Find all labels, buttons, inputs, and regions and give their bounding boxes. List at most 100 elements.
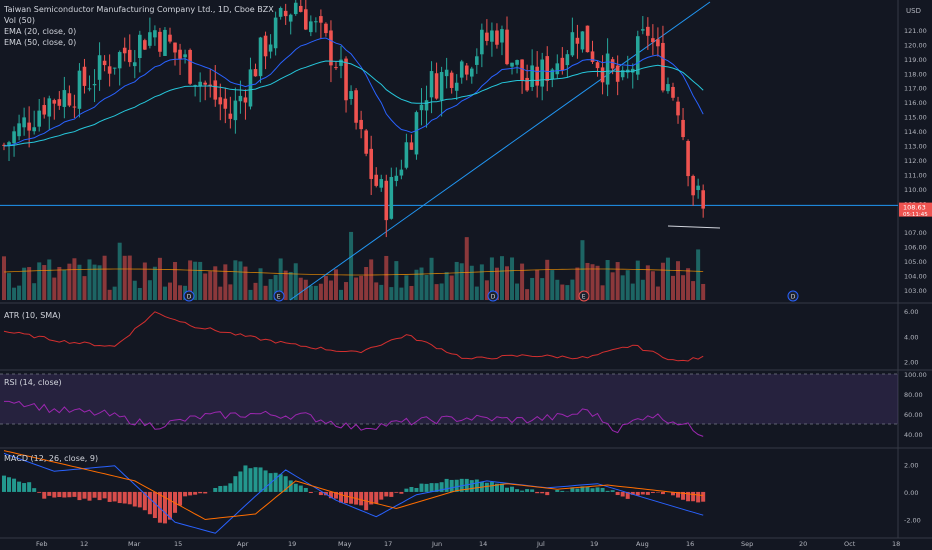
candle-body	[7, 142, 11, 146]
macd-histogram-bar	[525, 489, 530, 492]
macd-histogram-bar	[328, 491, 333, 499]
volume-bar	[419, 267, 424, 300]
volume-bar	[565, 285, 570, 300]
price-tick-label: 121.00	[904, 27, 927, 35]
candle-body	[500, 29, 504, 43]
rsi-tick-label: 100.00	[904, 371, 927, 379]
volume-bar	[535, 269, 540, 300]
volume-bar	[530, 277, 535, 300]
macd-histogram-bar	[535, 491, 540, 494]
volume-bar	[429, 257, 434, 300]
macd-histogram-bar	[494, 483, 499, 492]
volume-bar	[188, 260, 193, 300]
volume-bar	[404, 275, 409, 300]
candle-body	[434, 73, 439, 99]
ema20-label[interactable]: EMA (20, close, 0)	[4, 27, 77, 36]
ema50-label[interactable]: EMA (50, close, 0)	[4, 38, 77, 47]
volume-bar	[228, 284, 233, 300]
volume-bar	[691, 281, 696, 300]
macd-histogram-bar	[97, 491, 102, 501]
candle-body	[424, 100, 429, 111]
candle-body	[575, 37, 580, 44]
macd-histogram-bar	[344, 491, 349, 504]
macd-histogram-bar	[193, 491, 198, 495]
volume-bar	[585, 262, 590, 300]
candle-body	[178, 49, 182, 59]
macd-histogram-bar	[399, 491, 404, 494]
macd-histogram-bar	[47, 491, 52, 496]
volume-bar	[318, 283, 323, 300]
time-tick-label: Oct	[844, 540, 856, 548]
volume-bar	[620, 275, 625, 300]
candle-body	[646, 26, 650, 36]
macd-histogram-bar	[178, 491, 183, 506]
volume-bar	[328, 280, 333, 300]
candle-body	[92, 83, 97, 86]
time-axis[interactable]: Feb 12 Mar 15 Apr 19 May 17 Jun 14 Jul 19 Aug 16 Sep 20…	[36, 540, 900, 548]
candle-body	[520, 59, 524, 81]
macd-pane[interactable]	[2, 450, 706, 534]
volume-bar	[32, 283, 37, 300]
time-tick-label: 15	[174, 540, 182, 548]
volume-bar	[444, 272, 449, 300]
last-price-value: 108.63	[903, 204, 926, 212]
atr-label[interactable]: ATR (10, SMA)	[4, 311, 61, 320]
event-marker-label: D	[187, 294, 192, 301]
macd-tick-label: 0.00	[904, 489, 918, 497]
volume-bar	[37, 262, 42, 300]
macd-histogram-bar	[2, 475, 6, 492]
volume-bar	[505, 266, 509, 300]
price-tick-label: 113.00	[904, 143, 927, 151]
candle-body	[37, 110, 42, 127]
macd-histogram-bar	[379, 491, 384, 500]
volume-bar	[469, 265, 474, 300]
macd-histogram-bar	[142, 491, 147, 511]
volume-bar	[298, 277, 303, 300]
volume-bar	[198, 261, 203, 300]
candle-body	[82, 66, 87, 86]
candle-body	[193, 85, 197, 87]
candle-body	[253, 69, 258, 77]
candle-body	[429, 71, 434, 98]
vol-label[interactable]: Vol (50)	[4, 16, 35, 25]
macd-histogram-bar	[610, 490, 615, 492]
rsi-tick-label: 80.00	[904, 391, 923, 399]
price-axis[interactable]: 121.00 120.00 119.00 118.00 117.00 116.00 115.…	[899, 27, 932, 524]
macd-histogram-bar	[308, 491, 313, 494]
ema20-line	[3, 37, 704, 147]
horizontal-ray	[667, 225, 721, 229]
atr-pane[interactable]	[3, 311, 704, 362]
symbol-title[interactable]: Taiwan Semiconductor Manufacturing Compa…	[4, 5, 274, 14]
candle-body	[369, 148, 373, 179]
macd-histogram-bar	[132, 491, 137, 507]
volume-bar	[12, 287, 17, 300]
macd-histogram-bar	[429, 483, 434, 492]
rsi-pane[interactable]	[0, 373, 898, 437]
candle-body	[278, 7, 283, 17]
time-tick-label: 20	[799, 540, 807, 548]
macd-label[interactable]: MACD (12, 26, close, 9)	[4, 454, 99, 463]
candle-body	[273, 17, 278, 49]
price-tick-label: 103.00	[904, 287, 927, 295]
candle-body	[158, 31, 162, 52]
candle-body	[485, 32, 489, 41]
candle-body	[555, 63, 560, 75]
macd-histogram-bar	[369, 491, 374, 505]
volume-bar	[510, 257, 515, 300]
volume-bar	[258, 268, 263, 300]
volume-bar	[665, 257, 670, 300]
candle-body	[72, 106, 77, 108]
candle-body	[600, 67, 605, 83]
candle-body	[399, 169, 404, 176]
rsi-label[interactable]: RSI (14, close)	[4, 378, 62, 387]
candle-body	[344, 58, 348, 101]
candle-body	[505, 29, 509, 65]
event-marker-label: E	[582, 294, 586, 301]
macd-histogram-bar	[333, 491, 338, 499]
macd-histogram-bar	[117, 491, 122, 504]
last-price-tag	[899, 202, 932, 217]
volume-bar	[47, 259, 52, 300]
time-tick-label: Jul	[536, 540, 545, 548]
